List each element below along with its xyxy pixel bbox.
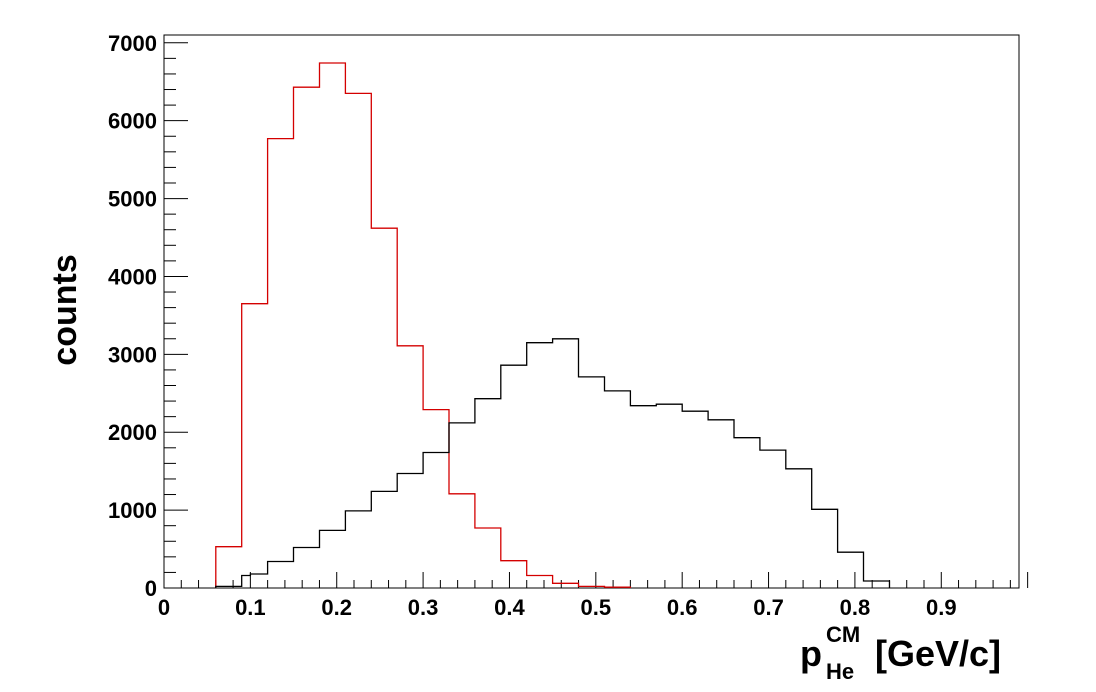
- histogram-bin: [397, 474, 423, 588]
- histogram-bin: [682, 411, 708, 588]
- x-axis-tick-labels: 0 0.1 0.2 0.3 0.4 0.5 0.6 0.7 0.8 0.9: [158, 595, 957, 620]
- y-tick-label: 5000: [108, 187, 157, 212]
- histogram-series: [215, 62, 891, 588]
- x-axis-title-unit: [GeV/c]: [875, 633, 1001, 674]
- histogram-bin: [760, 450, 786, 588]
- histogram-bin: [630, 406, 656, 588]
- histogram-outline: [215, 62, 632, 588]
- histogram-bin: [423, 452, 449, 588]
- x-tick-label: 0: [158, 595, 170, 620]
- x-axis-title: p CM He [GeV/c]: [800, 622, 1001, 684]
- histogram-bin: [527, 343, 553, 588]
- y-tick-label: 2000: [108, 420, 157, 445]
- y-tick-label: 0: [145, 576, 157, 601]
- x-tick-label: 0.6: [667, 595, 698, 620]
- histogram-bin: [786, 469, 812, 588]
- histogram-bin: [449, 423, 475, 588]
- y-axis-title: counts: [46, 254, 84, 365]
- histogram-bin: [864, 581, 890, 588]
- y-tick-label: 4000: [108, 264, 157, 289]
- x-tick-label: 0.9: [926, 595, 957, 620]
- histogram-bin: [268, 139, 294, 588]
- histogram-bin: [553, 339, 579, 588]
- histogram-bin: [656, 404, 682, 588]
- y-tick-label: 1000: [108, 498, 157, 523]
- histogram-bin: [708, 420, 734, 588]
- x-axis-title-superscript: CM: [826, 622, 860, 647]
- histogram-bin: [345, 511, 371, 588]
- y-tick-label: 7000: [108, 31, 157, 56]
- histogram-bin: [242, 304, 268, 588]
- x-tick-label: 0.8: [840, 595, 871, 620]
- y-axis-ticks: [164, 42, 188, 589]
- x-axis-title-subscript: He: [826, 659, 854, 684]
- y-tick-label: 3000: [108, 342, 157, 367]
- histogram-bin: [250, 574, 267, 588]
- x-tick-label: 0.4: [494, 595, 525, 620]
- x-tick-label: 0.1: [235, 595, 266, 620]
- histogram-bin: [579, 377, 605, 588]
- plot-frame: [163, 34, 1020, 589]
- histogram-series-1: [215, 62, 632, 588]
- histogram-bin: [319, 63, 345, 588]
- histogram-outline: [215, 338, 891, 588]
- histogram-bin: [216, 547, 242, 588]
- histogram-bin: [475, 399, 501, 588]
- histogram-bin: [371, 491, 397, 588]
- histogram-bin: [604, 391, 630, 588]
- x-tick-label: 0.2: [321, 595, 352, 620]
- histogram-bin: [294, 87, 320, 588]
- x-tick-label: 0.5: [581, 595, 612, 620]
- y-axis-tick-labels: 0 1000 2000 3000 4000 5000 6000 7000: [108, 31, 157, 601]
- histogram-series-2: [215, 338, 891, 588]
- histogram-bin: [734, 438, 760, 588]
- histogram-bin: [268, 562, 294, 588]
- x-axis-title-main: p: [800, 633, 822, 674]
- y-tick-label: 6000: [108, 109, 157, 134]
- x-tick-label: 0.7: [753, 595, 784, 620]
- x-tick-label: 0.3: [408, 595, 439, 620]
- histogram-bin: [812, 509, 838, 588]
- histogram-bin: [216, 586, 242, 588]
- histogram-bin: [501, 365, 527, 588]
- histogram-bin: [319, 530, 345, 588]
- histogram-bin: [294, 547, 320, 588]
- histogram-bin: [838, 552, 864, 588]
- histogram-bin: [242, 576, 251, 588]
